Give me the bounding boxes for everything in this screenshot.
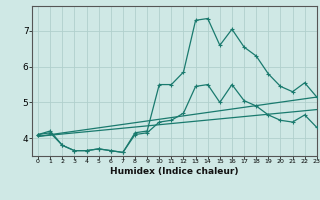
X-axis label: Humidex (Indice chaleur): Humidex (Indice chaleur)	[110, 167, 239, 176]
